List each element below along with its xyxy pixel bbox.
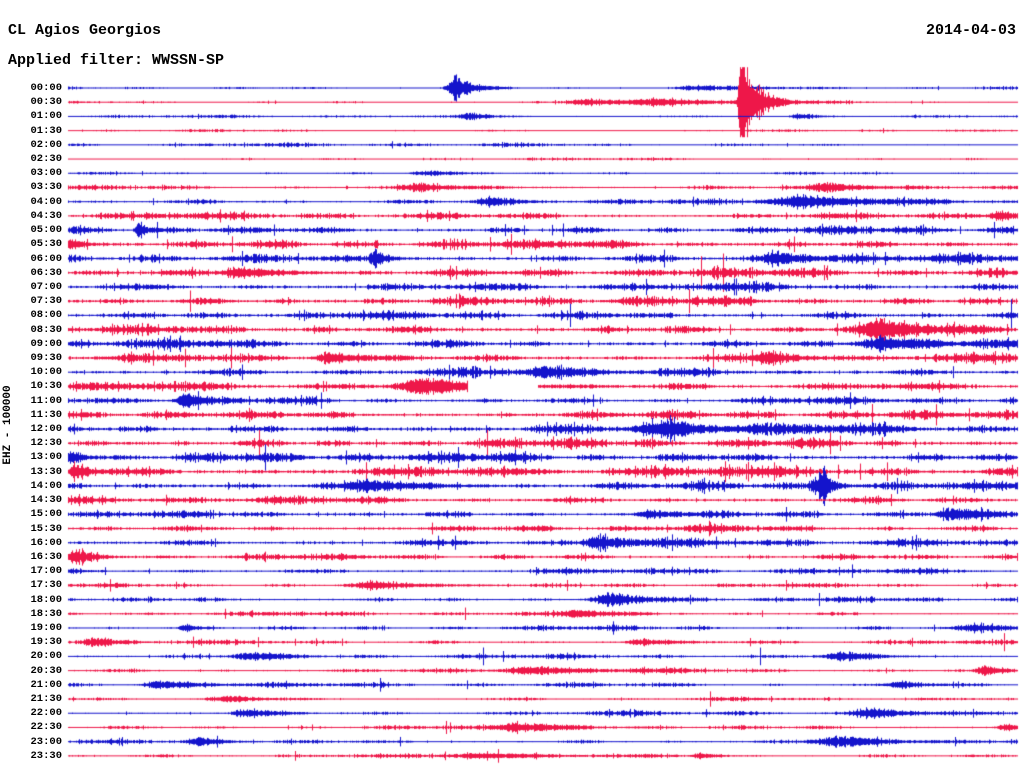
time-label: 23:30 <box>30 749 62 762</box>
time-label: 17:00 <box>30 565 62 578</box>
time-label: 13:30 <box>30 465 62 478</box>
time-label: 05:00 <box>30 224 62 237</box>
time-label: 20:30 <box>30 664 62 677</box>
time-label: 04:30 <box>30 209 62 222</box>
time-label: 07:30 <box>30 295 62 308</box>
time-label: 12:00 <box>30 423 62 436</box>
time-label: 04:00 <box>30 195 62 208</box>
time-label: 18:30 <box>30 607 62 620</box>
applied-filter-label: Applied filter: WWSSN-SP <box>8 52 225 69</box>
time-label: 18:00 <box>30 593 62 606</box>
time-label: 11:30 <box>30 408 62 421</box>
time-label: 21:30 <box>30 693 62 706</box>
time-label: 01:00 <box>30 110 62 123</box>
record-date: 2014-04-03 <box>925 22 1016 39</box>
time-label: 16:00 <box>30 536 62 549</box>
time-label: 09:30 <box>30 351 62 364</box>
time-label: 21:00 <box>30 678 62 691</box>
time-label: 06:30 <box>30 266 62 279</box>
time-label: 01:30 <box>30 124 62 137</box>
time-label: 09:00 <box>30 337 62 350</box>
time-label: 11:00 <box>30 394 62 407</box>
time-label: 23:00 <box>30 735 62 748</box>
time-label: 22:00 <box>30 707 62 720</box>
time-label: 08:00 <box>30 309 62 322</box>
time-label: 14:30 <box>30 494 62 507</box>
time-label: 08:30 <box>30 323 62 336</box>
time-label: 06:00 <box>30 252 62 265</box>
channel-scale-label: EHZ - 100000 <box>2 385 14 465</box>
time-label: 10:00 <box>30 366 62 379</box>
time-label: 14:00 <box>30 479 62 492</box>
time-label: 03:00 <box>30 167 62 180</box>
time-label: 00:00 <box>30 82 62 94</box>
time-label: 16:30 <box>30 550 62 563</box>
time-label: 02:30 <box>30 153 62 166</box>
time-label: 13:00 <box>30 451 62 464</box>
time-label: 20:00 <box>30 650 62 663</box>
time-label: 15:00 <box>30 508 62 521</box>
time-label: 19:00 <box>30 621 62 634</box>
time-label: 15:30 <box>30 522 62 535</box>
time-label: 17:30 <box>30 579 62 592</box>
time-label: 19:30 <box>30 636 62 649</box>
time-label: 02:00 <box>30 138 62 151</box>
time-label: 05:30 <box>30 238 62 251</box>
time-label: 22:30 <box>30 721 62 734</box>
time-label: 00:30 <box>30 96 62 109</box>
time-label: 12:30 <box>30 437 62 450</box>
station-title: CL Agios Georgios <box>8 22 162 39</box>
time-label: 03:30 <box>30 181 62 194</box>
time-label: 10:30 <box>30 380 62 393</box>
time-label: 07:00 <box>30 280 62 293</box>
